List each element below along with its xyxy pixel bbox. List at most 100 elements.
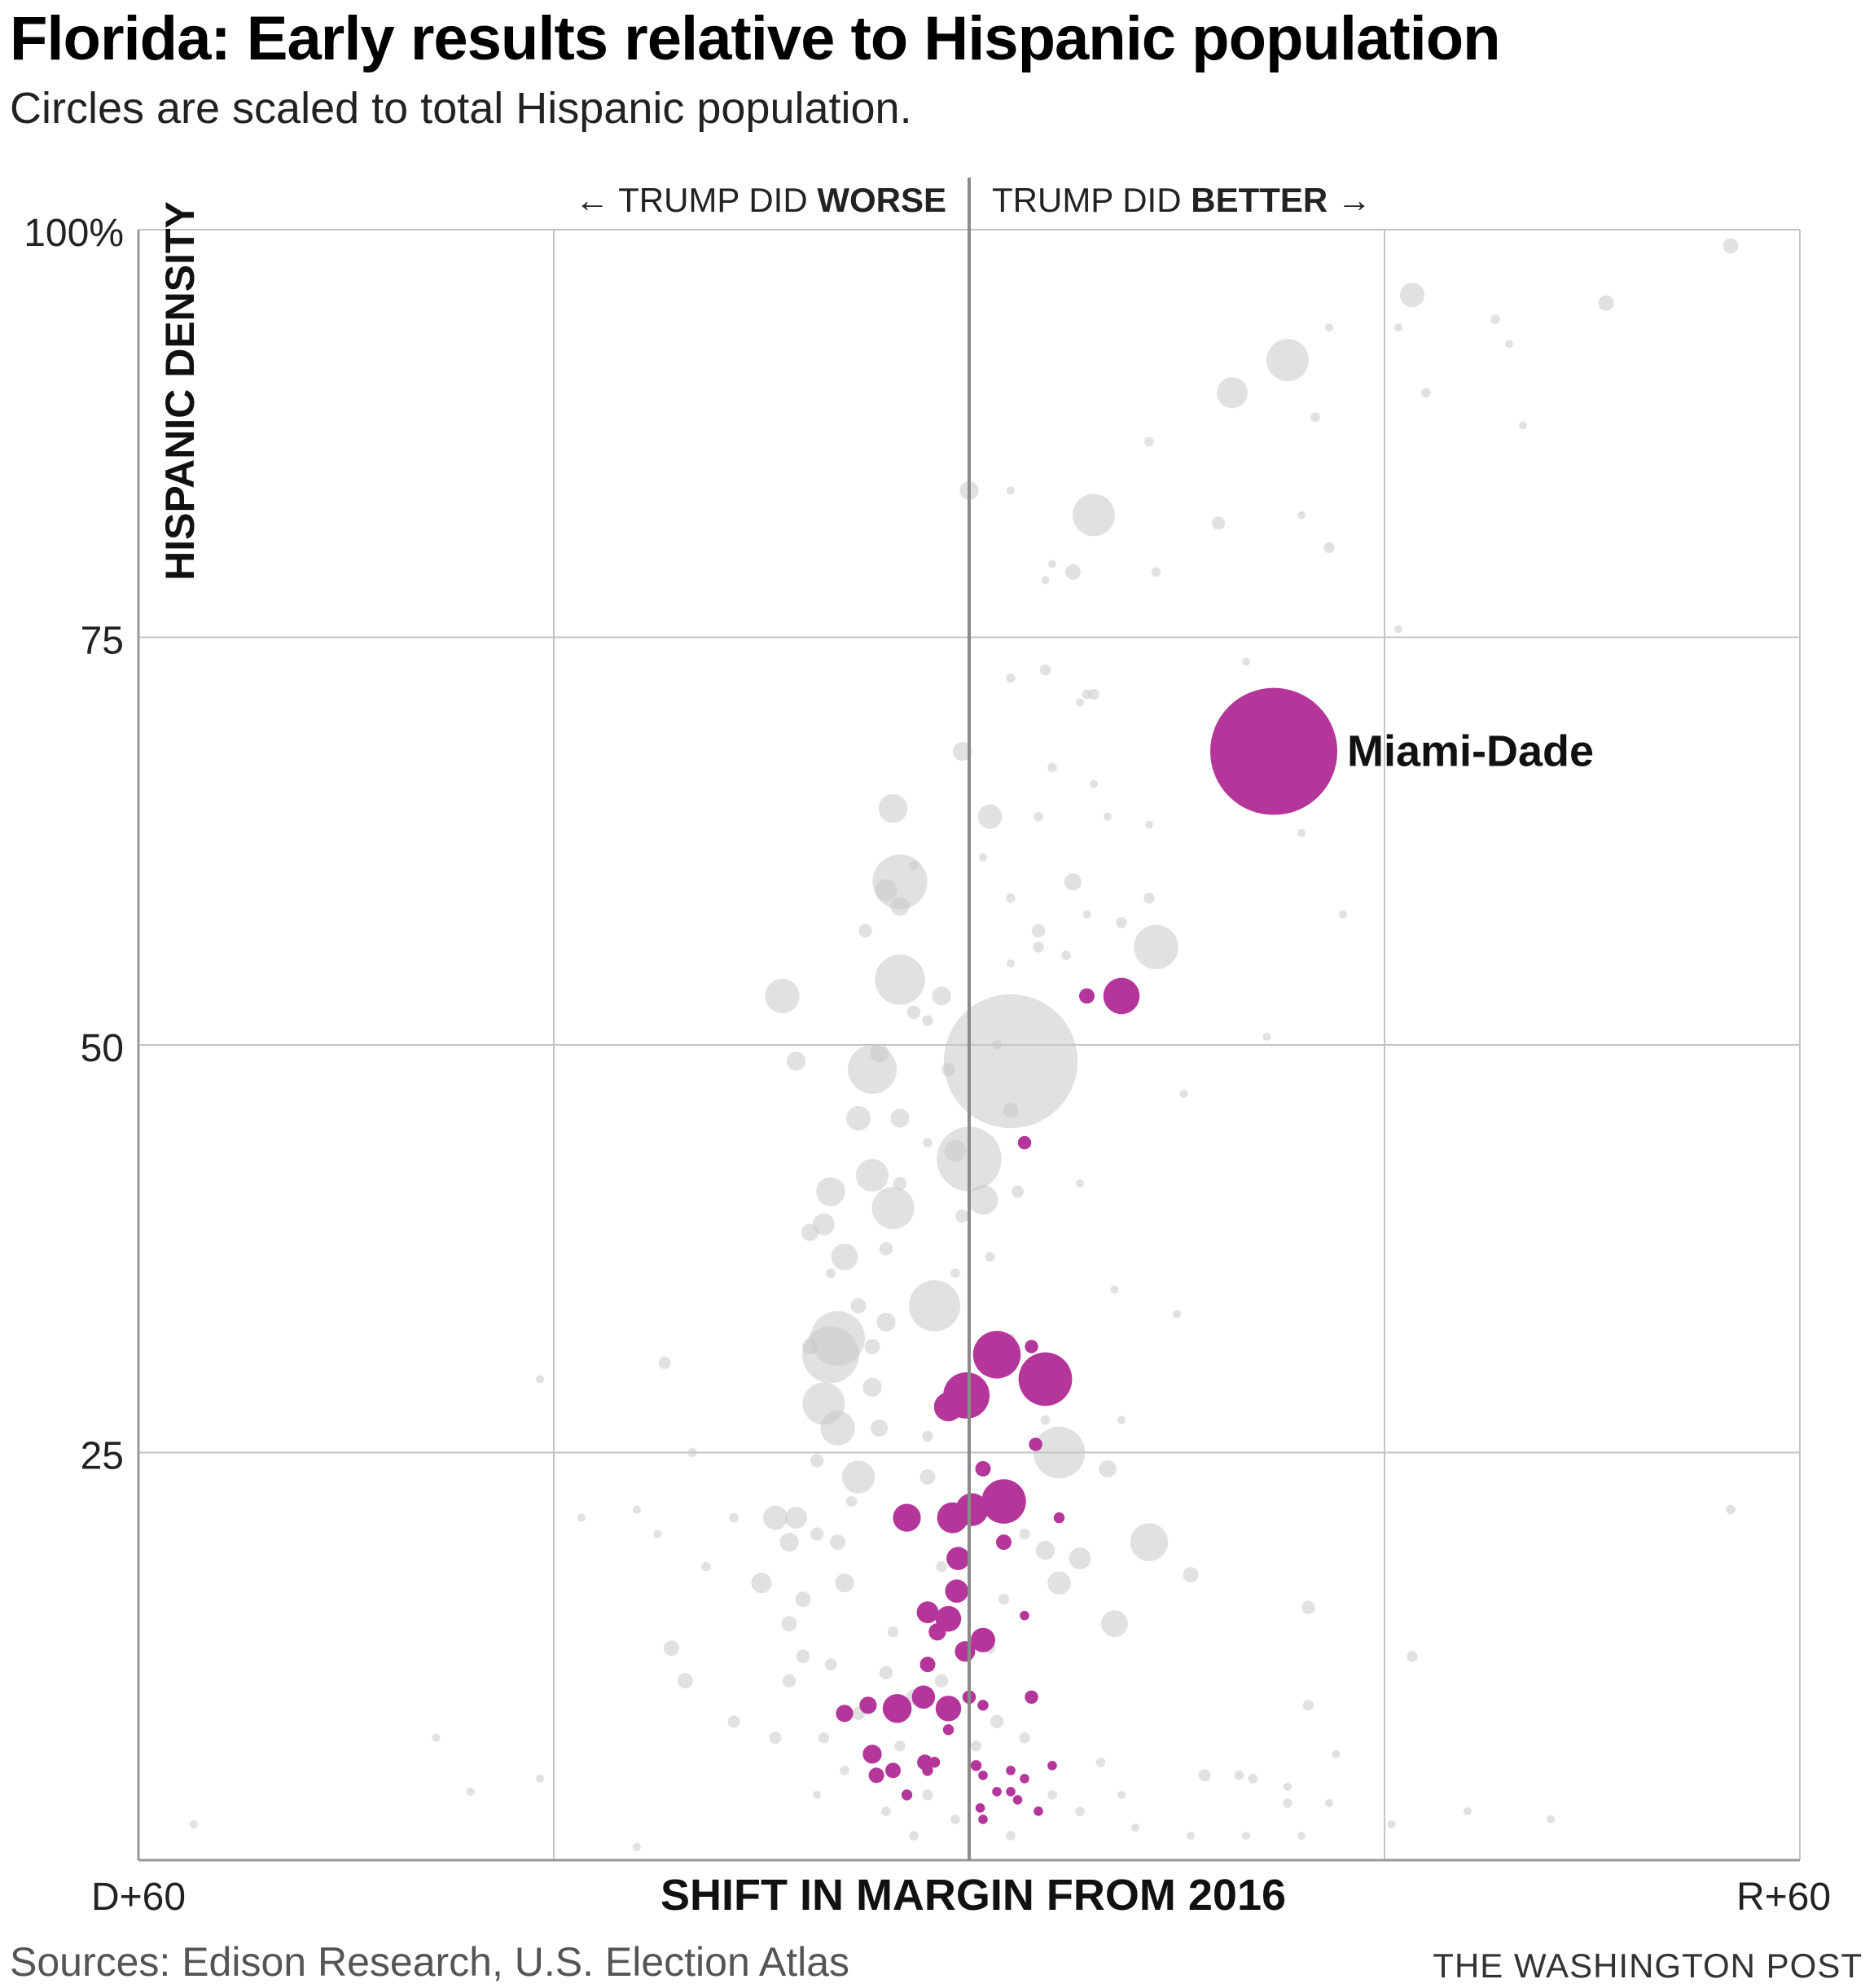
highlight-county-dot [946,1547,970,1570]
county-dot [816,1177,845,1206]
county-dot [1031,924,1046,938]
county-dot [796,1649,810,1663]
county-dot [1284,1782,1292,1791]
arrow-left-icon: ← [575,181,618,219]
county-dot [1248,1774,1258,1784]
direction-worse-emphasis: WORSE [817,181,946,219]
county-dot [1035,1540,1055,1560]
highlight-county-dot [945,1579,968,1603]
highlighted-counties-layer [836,687,1337,1824]
y-tick-label: 75 [81,620,124,663]
county-dot [1075,1806,1085,1816]
county-dot [855,1159,889,1192]
county-dot [1041,576,1050,585]
county-dot [1082,689,1092,700]
county-dot [190,1819,198,1828]
county-dot [875,879,898,902]
county-dot [1011,1185,1025,1198]
county-dot [1076,1179,1084,1188]
county-dot [923,1138,933,1148]
county-dot [810,1527,824,1541]
county-dot [934,1674,949,1688]
county-dot [1198,1769,1211,1782]
county-dot [1726,1504,1736,1515]
axes [137,178,1800,1862]
highlight-county-dot [937,1502,968,1534]
county-dot [998,1593,1010,1605]
title-bold: Florida: [10,4,231,73]
county-dot [801,1223,819,1241]
highlight-county-dot [916,1601,939,1624]
county-dot [1039,664,1051,676]
county-dot [577,1513,586,1522]
arrow-right-icon: → [1328,181,1371,219]
county-dot [1323,542,1335,554]
highlight-county-dot [975,1803,985,1813]
county-dot [1394,323,1402,332]
county-dot [840,1766,849,1775]
highlight-county-dot [1020,1774,1029,1784]
county-dot [1033,941,1044,953]
county-dot [779,1532,799,1552]
county-dot [1399,283,1425,308]
county-dot [887,1626,899,1638]
county-dot [1033,1426,1086,1479]
county-dot [1325,1798,1333,1807]
county-dot [1130,1523,1169,1561]
highlight-county-dot [981,1479,1026,1524]
county-dot [979,853,987,862]
highlight-county-dot [955,1641,976,1662]
county-dot [968,1184,998,1215]
county-dot [992,1040,1002,1050]
county-dot [841,1460,876,1494]
county-dot [909,1831,919,1841]
county-dot [1464,1806,1472,1815]
highlight-county-dot [919,1657,936,1673]
highlight-county-dot [970,1760,982,1771]
county-dot [1297,511,1306,520]
county-dot [922,1789,933,1801]
county-dot [633,1505,641,1514]
county-dot [1173,1310,1181,1319]
highlight-county-dot [942,1724,955,1736]
x-axis-title: SHIFT IN MARGIN FROM 2016 [661,1871,1286,1920]
county-dot [1143,893,1155,904]
highlight-county-dot [1029,1437,1042,1451]
county-dot [826,1268,836,1279]
highlight-county-dot [992,1787,1002,1797]
highlight-county-dot [975,1461,991,1477]
county-dot [943,994,1078,1129]
county-dot [781,1616,797,1632]
county-dot [762,1505,788,1530]
county-dot [922,1430,933,1442]
y-axis-title: HISPANIC DENSITY [157,201,203,581]
county-dot [1131,1823,1139,1832]
county-dot [1019,1732,1030,1744]
county-dot [1505,340,1513,349]
county-dot [467,1787,475,1796]
county-dot-miami-dade [1210,687,1337,815]
county-dot [919,1469,936,1486]
highlight-county-dot [1020,1610,1029,1621]
highlight-county-dot [933,1392,963,1422]
county-dot [1006,1831,1016,1841]
county-dot [1519,421,1527,430]
county-dot [802,1338,818,1354]
y-tick-label: 25 [81,1435,124,1478]
publisher-credit: THE WASHINGTON POST [1433,1946,1863,1985]
county-dot [870,1419,889,1437]
county-dot [1095,1758,1106,1767]
county-dot [1073,494,1115,537]
source-note: Sources: Edison Research, U.S. Election … [10,1939,850,1985]
county-dot [869,1043,889,1063]
county-dot [1394,625,1402,634]
county-dot [850,1297,867,1314]
county-dot [664,1640,679,1657]
county-dot [1187,1831,1195,1840]
chart-title: Florida: Early results relative to Hispa… [10,4,1501,73]
highlight-county-dot [972,1331,1021,1379]
highlight-county-dot [928,1757,941,1768]
county-dot [894,1740,906,1752]
county-dot [1598,295,1614,311]
county-dot [1117,1415,1126,1424]
